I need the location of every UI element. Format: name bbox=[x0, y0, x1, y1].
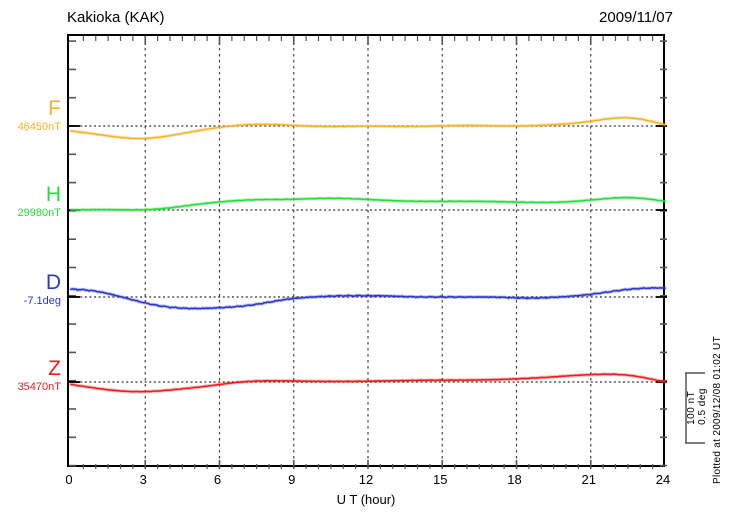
component-label-f: F 46450nT bbox=[18, 98, 61, 133]
x-tick-label: 15 bbox=[433, 472, 448, 487]
page-title: Kakioka (KAK) bbox=[67, 9, 165, 26]
grid-lines bbox=[144, 36, 592, 469]
x-tick-label: 3 bbox=[139, 472, 147, 487]
x-tick-label: 9 bbox=[288, 472, 296, 487]
scale-line-2: 0.5 deg bbox=[697, 388, 708, 425]
observation-date: 2009/11/07 bbox=[599, 9, 673, 26]
y-axis-ticks bbox=[69, 40, 667, 467]
scale-bar-icon bbox=[685, 372, 705, 444]
x-tick-label: 12 bbox=[358, 472, 374, 487]
plot-frame bbox=[67, 34, 667, 469]
component-symbol: F bbox=[48, 97, 61, 120]
magnetogram-plot bbox=[69, 36, 667, 469]
component-symbol: Z bbox=[48, 357, 61, 380]
x-tick-label: 18 bbox=[507, 472, 522, 487]
component-baseline-value: 46450nT bbox=[17, 121, 61, 133]
component-baseline-value: -7.1deg bbox=[23, 295, 61, 307]
data-traces bbox=[69, 115, 667, 394]
x-axis-ticks bbox=[82, 36, 654, 469]
x-tick-label: 21 bbox=[581, 472, 596, 487]
plotted-at-label: Plotted at 2009/12/08 01:02 UT bbox=[712, 336, 723, 484]
component-label-d: D -7.1deg bbox=[24, 272, 61, 307]
component-label-h: H 29980nT bbox=[18, 184, 61, 219]
scale-bar-label: 100 nT 0.5 deg bbox=[686, 388, 708, 425]
x-tick-label: 24 bbox=[655, 472, 671, 487]
component-label-z: Z 35470nT bbox=[18, 358, 61, 393]
x-axis-title: U T (hour) bbox=[336, 492, 396, 507]
component-symbol: D bbox=[45, 271, 61, 294]
component-baseline-value: 35470nT bbox=[17, 381, 61, 393]
component-symbol: H bbox=[45, 183, 61, 206]
scale-line-1: 100 nT bbox=[686, 390, 697, 425]
x-tick-label: 6 bbox=[213, 472, 222, 487]
x-tick-label: 0 bbox=[65, 472, 73, 487]
component-baseline-value: 29980nT bbox=[17, 207, 61, 219]
